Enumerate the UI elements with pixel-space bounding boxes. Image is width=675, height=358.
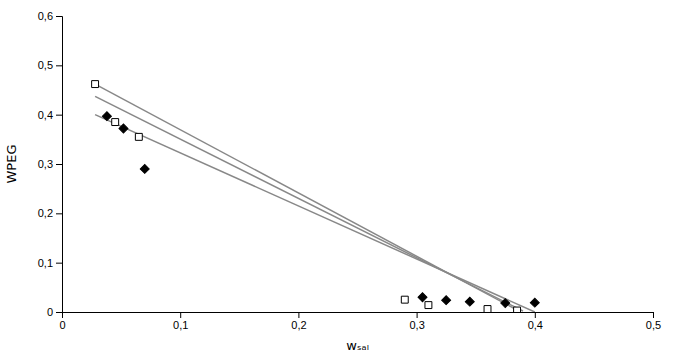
tick: 0,4	[528, 312, 543, 331]
tick: 0	[59, 312, 65, 331]
point	[514, 307, 521, 312]
tick-mark	[56, 263, 62, 264]
tick: 0	[47, 306, 62, 318]
tick: 0,1	[173, 312, 188, 331]
tick-label: 0,5	[38, 59, 53, 71]
point	[418, 293, 427, 302]
tick-mark	[56, 16, 62, 17]
point	[501, 299, 510, 308]
tick-label: 0,5	[646, 319, 661, 331]
tick-label: 0,1	[173, 319, 188, 331]
point	[102, 112, 111, 121]
tick-label: 0,2	[291, 319, 306, 331]
tick-label: 0,4	[38, 109, 53, 121]
tick-label: 0,1	[38, 257, 53, 269]
tick: 0,5	[38, 59, 62, 71]
tick-mark	[56, 164, 62, 165]
point	[484, 306, 491, 312]
tick: 0,2	[38, 207, 62, 219]
tick-label: 0,2	[38, 207, 53, 219]
tick: 0,3	[38, 158, 62, 170]
tick-label: 0	[47, 306, 53, 318]
tick-label: 0,4	[528, 319, 543, 331]
tick: 0,2	[291, 312, 306, 331]
tick-mark	[653, 312, 654, 318]
tick-mark	[535, 312, 536, 318]
plot: 0 0,1 0,2 0,3 0,4 0,5 0 0,1 0,2 0,3 0,4 0,5 0,6	[38, 10, 661, 331]
point	[135, 133, 142, 140]
point	[401, 296, 408, 303]
line	[95, 115, 535, 312]
tick-label: 0	[59, 319, 65, 331]
x-axis: 0 0,1 0,2 0,3 0,4 0,5	[59, 312, 661, 331]
tick-mark	[298, 312, 299, 318]
tick-mark	[56, 65, 62, 66]
point	[425, 302, 432, 309]
point	[465, 297, 474, 306]
y-axis-title: WPEG	[4, 145, 19, 184]
line	[95, 96, 523, 311]
tick-label: 0,6	[38, 10, 53, 22]
x-axis-title: wₛₐₗ	[346, 338, 369, 353]
x-axis-line	[63, 313, 654, 319]
point	[92, 81, 99, 88]
tick-mark	[56, 213, 62, 214]
tick-label: 0,3	[409, 319, 424, 331]
tick-label: 0,3	[38, 158, 53, 170]
tick-mark	[180, 312, 181, 318]
marks	[92, 81, 540, 312]
point	[140, 164, 149, 173]
y-axis: 0 0,1 0,2 0,3 0,4 0,5 0,6	[38, 10, 63, 318]
point	[112, 119, 119, 126]
point	[119, 124, 128, 133]
tick: 0,6	[38, 10, 62, 22]
tick-mark	[56, 115, 62, 116]
chart: 0 0,1 0,2 0,3 0,4 0,5 0 0,1 0,2 0,3 0,4 0,5 0,6 wₛₐₗ W…	[0, 0, 675, 358]
tick: 0,4	[38, 109, 62, 121]
tick-mark	[417, 312, 418, 318]
y-axis-line	[56, 17, 63, 313]
tick-mark	[56, 312, 62, 313]
tick: 0,1	[38, 257, 62, 269]
point	[442, 296, 451, 305]
tick: 0,5	[646, 312, 661, 331]
tick: 0,3	[409, 312, 424, 331]
point	[530, 298, 539, 307]
